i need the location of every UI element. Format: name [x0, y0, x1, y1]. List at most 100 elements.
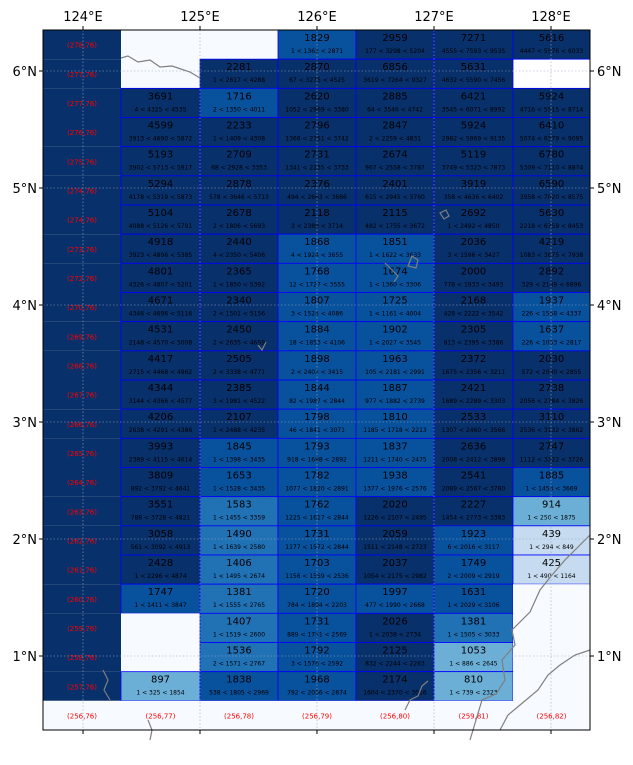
cell-index-label: (256,80): [380, 712, 410, 720]
cell-value: 1716: [226, 91, 251, 102]
cell-value: 6856: [382, 62, 407, 73]
data-cell: [512, 350, 591, 381]
data-cell: [199, 496, 279, 527]
cell-range: 2 < 3338 < 4771: [213, 369, 265, 376]
cell-range: 2 < 2259 < 4831: [369, 136, 421, 143]
cell-range: 1 < 1409 < 4308: [213, 136, 265, 143]
cell-range: 1 < 1850 < 5392: [213, 281, 265, 288]
data-cell: [120, 379, 201, 410]
cell-index-label: (264,76): [67, 479, 97, 487]
data-cell: [355, 146, 435, 177]
edge-cell: [43, 146, 121, 176]
y-tick-label: 1°N: [597, 650, 622, 665]
cell-range: 788 < 3728 < 4821: [131, 515, 191, 522]
cell-value: 2059: [382, 529, 407, 540]
cell-value: 2340: [226, 296, 251, 307]
cell-index-label: (277,76): [67, 71, 97, 79]
edge-cell: [43, 584, 121, 614]
coastline: [499, 649, 591, 731]
data-cell: [120, 437, 201, 468]
cell-range: 1307 < 2460 < 3566: [442, 427, 506, 434]
cell-value: 6590: [539, 179, 564, 190]
empty-cell: [121, 613, 200, 643]
data-cell: [512, 262, 591, 293]
cell-value: 439: [542, 529, 561, 540]
cell-range: 1 < 1411 < 3847: [134, 602, 186, 609]
cell-range: 1 < 2492 < 4850: [447, 223, 499, 230]
data-cell: [355, 437, 435, 468]
data-cell: [433, 496, 514, 527]
cell-range: 1 < 1161 < 4004: [369, 311, 421, 318]
cell-value: 1887: [382, 383, 407, 394]
cell-value: 3809: [148, 471, 173, 482]
cell-value: 7271: [461, 33, 486, 44]
cell-value: 2731: [304, 150, 329, 161]
cell-range: 2 < 1350 < 4011: [213, 106, 265, 113]
cell-value: 1884: [304, 325, 329, 336]
cell-range: 1 < 1455 < 3359: [213, 515, 265, 522]
cell-range: 4716 < 5515 < 8714: [520, 106, 584, 113]
cell-range: 1052 < 2969 < 3380: [285, 106, 349, 113]
cell-index-label: (256,82): [537, 712, 567, 720]
x-tick-label: 125°E: [180, 10, 220, 25]
cell-range: 3 < 1596 < 3427: [447, 252, 499, 259]
data-cell: [512, 467, 591, 498]
data-cell: [512, 146, 591, 177]
cell-range: 5074 < 6379 < 9095: [520, 136, 584, 143]
cell-value: 1838: [226, 675, 251, 686]
data-cell: [199, 612, 279, 643]
coastline: [404, 680, 429, 711]
cell-value: 1762: [304, 500, 329, 511]
cell-range: 1 < 2617 < 4288: [213, 77, 265, 84]
data-cell: [512, 496, 591, 527]
cell-range: 2638 < 4291 < 4386: [129, 427, 193, 434]
cell-index-label: (259,81): [459, 712, 489, 720]
cell-range: 1054 < 2175 < 2982: [363, 573, 427, 580]
data-cell: [433, 146, 514, 177]
empty-cell: [513, 613, 590, 643]
cell-value: 4417: [148, 354, 173, 365]
empty-cell: [121, 59, 200, 89]
cell-range: 68 < 2928 < 3353: [211, 165, 267, 172]
data-cell: [120, 321, 201, 352]
cell-range: 18 < 1853 < 4106: [289, 340, 345, 347]
cell-value: 1937: [539, 296, 564, 307]
cell-value: 1798: [304, 412, 329, 423]
data-cell: [120, 350, 201, 381]
cell-index-label: (274,76): [67, 217, 97, 225]
cell-value: 1490: [226, 529, 251, 540]
cell-range: 4 < 4325 < 4535: [134, 106, 186, 113]
cell-range: 1 < 1398 < 3435: [213, 456, 265, 463]
cell-range: 832 < 2244 < 2263: [365, 661, 425, 668]
cell-value: 3551: [148, 500, 173, 511]
cell-index-label: (257,76): [67, 683, 97, 691]
data-cell: [355, 350, 435, 381]
data-cell: [199, 58, 279, 89]
cell-value: 1637: [539, 325, 564, 336]
cell-range: 1211 < 1740 < 2475: [363, 456, 427, 463]
cell-index-label: (256,76): [67, 712, 97, 720]
cell-range: 1 < 1360 < 3306: [369, 281, 421, 288]
cell-range: 561 < 3092 < 4913: [131, 544, 191, 551]
coastline: [384, 262, 399, 283]
cell-range: 105 < 2181 < 2991: [365, 369, 425, 376]
edge-cell: [43, 496, 121, 526]
y-tick-label: 6°N: [597, 65, 622, 80]
cell-range: 2148 < 4570 < 5008: [129, 340, 193, 347]
data-cell: [120, 525, 201, 556]
edge-cell: [43, 525, 121, 555]
empty-cell: [513, 584, 590, 614]
cell-value: 4206: [148, 412, 173, 423]
data-cell: [433, 58, 514, 89]
data-cell: [199, 117, 279, 148]
cell-range: 1083 < 3675 < 7938: [520, 252, 584, 259]
cell-value: 5104: [148, 208, 173, 219]
data-cell: [433, 350, 514, 381]
cell-value: 2541: [461, 471, 486, 482]
data-cell: [120, 467, 201, 498]
cell-value: 2636: [461, 441, 486, 452]
data-cell: [512, 379, 591, 410]
cell-range: 1 < 1519 < 2600: [213, 631, 265, 638]
edge-cell: [43, 555, 121, 585]
cell-value: 2020: [382, 500, 407, 511]
